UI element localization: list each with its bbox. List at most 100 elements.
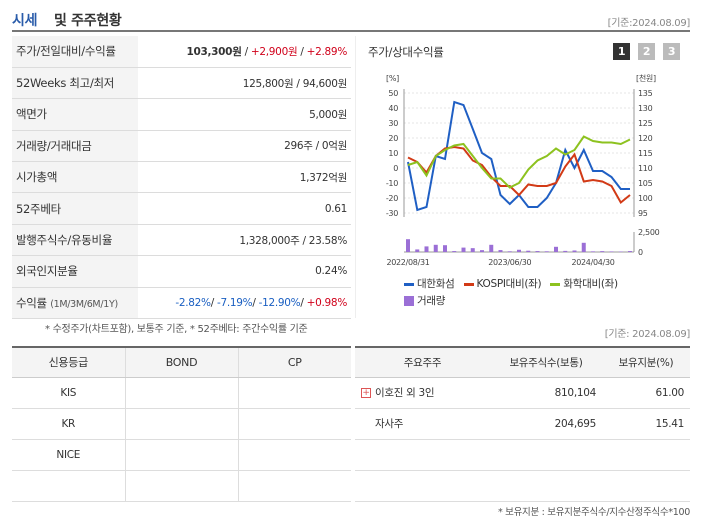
volume-bar: [544, 251, 549, 252]
agency-cell: KR: [12, 408, 126, 440]
volume-bar: [563, 250, 568, 252]
holder-shares: 204,695: [490, 408, 602, 440]
table-row: [355, 470, 690, 502]
volume-bar: [581, 242, 586, 252]
quote-value: 1,328,000주 / 23.58%: [239, 234, 347, 247]
table-row: [12, 470, 351, 502]
quote-label: 시가총액: [12, 161, 138, 193]
holder-name: 자사주: [355, 408, 490, 440]
volume-bar: [470, 248, 475, 252]
volume-bar: [480, 250, 484, 252]
left-tick-label: -10: [386, 179, 398, 188]
column-header: 주요주주: [355, 347, 490, 378]
quote-row: 액면가 5,000원: [12, 98, 351, 131]
right-tick-label: 125: [638, 119, 653, 128]
quote-row: 52Weeks 최고/최저 125,800원 / 94,600원: [12, 67, 351, 99]
price-change: +2,900원: [250, 45, 298, 58]
quote-row: 주가/전일대비/수익률 103,300원 / +2,900원 / +2.89%: [12, 36, 351, 68]
section-title-main: 시세: [12, 13, 38, 29]
expand-icon[interactable]: +: [361, 388, 371, 398]
credit-rating-table: 신용등급 BOND CP KIS KR NICE: [12, 346, 351, 502]
quote-value: 0.24%: [315, 265, 347, 278]
reference-date-2: [기준: 2024.08.09]: [604, 329, 691, 340]
major-shareholders-table: 주요주주 보유주식수(보통) 보유지분(%) + 이호진 외 3인 810,104…: [355, 346, 690, 502]
legend-label: 거래량: [417, 295, 446, 307]
series-line-KOSPI대비(좌): [407, 145, 631, 205]
right-tick-label: 105: [638, 179, 653, 188]
volume-bar: [489, 244, 494, 252]
volume-bar: [572, 250, 577, 252]
left-tick-label: -30: [386, 209, 398, 218]
holder-name: [355, 439, 490, 471]
table-row: KIS: [12, 377, 351, 409]
chart-tab-1[interactable]: 1: [613, 43, 630, 60]
x-tick-label: 2024/04/30: [571, 258, 614, 267]
volume-bar: [591, 251, 595, 252]
holder-pct: 15.41: [602, 408, 690, 440]
quote-label: 거래량/거래대금: [12, 130, 138, 162]
quote-label: 외국인지분율: [12, 255, 138, 288]
volume-tick-label: 2,500: [638, 228, 660, 237]
volume-bar: [452, 251, 457, 252]
holder-pct: 61.00: [602, 377, 690, 409]
left-tick-label: 0: [393, 164, 398, 173]
bond-cell: [125, 377, 239, 409]
quote-label: 52주베타: [12, 192, 138, 225]
right-tick-label: 115: [638, 149, 653, 158]
quote-label: 액면가: [12, 98, 138, 131]
quote-label: 52Weeks 최고/최저: [12, 67, 138, 99]
chart-tab-3[interactable]: 3: [663, 43, 680, 60]
holder-pct: [602, 439, 690, 471]
volume-bar: [628, 251, 632, 252]
return-1y: +0.98%: [306, 296, 348, 309]
volume-bar: [461, 247, 466, 252]
quote-value: 1,372억원: [299, 171, 348, 184]
volume-bar: [554, 246, 558, 252]
reference-date: [기준:2024.08.09]: [607, 18, 691, 29]
legend-label: KOSPI대비(좌): [476, 278, 542, 290]
legend-swatch: [463, 282, 474, 286]
table-row: NICE: [12, 439, 351, 471]
quote-value: 5,000원: [309, 108, 347, 121]
returns-label: 수익률: [16, 295, 47, 310]
quote-label: 주가/전일대비/수익률: [12, 36, 138, 68]
return-3m: -7.19%: [216, 296, 253, 309]
agency-cell: [12, 470, 126, 502]
quote-row: 52주베타 0.61: [12, 192, 351, 225]
left-tick-label: 30: [388, 119, 398, 128]
chart-legend: 대한화섬 KOSPI대비(좌) 화학대비(좌) 거래량: [404, 276, 624, 308]
volume-bar: [535, 251, 540, 252]
left-axis-unit: [%]: [386, 74, 399, 83]
quote-footnote: * 수정주가(차트포함), 보통주 기준, * 52주베타: 주간수익률 기준: [45, 324, 308, 335]
returns-values: -2.82%/ -7.19%/ -12.90%/ +0.98%: [175, 296, 348, 309]
right-tick-label: 130: [638, 104, 653, 113]
legend-swatch: [404, 282, 414, 286]
quote-value: 0.61: [324, 202, 347, 215]
volume-bar: [498, 250, 503, 252]
chart-tab-2[interactable]: 2: [638, 43, 655, 60]
legend-swatch: [550, 282, 561, 286]
quote-row: 외국인지분율 0.24%: [12, 255, 351, 288]
returns-periods: (1M/3M/6M/1Y): [50, 298, 118, 310]
column-header: 신용등급: [12, 347, 126, 378]
current-price: 103,300원: [186, 45, 242, 58]
holder-name-cell: + 이호진 외 3인: [355, 377, 490, 409]
volume-bar: [424, 246, 429, 252]
quote-label: 수익률 (1M/3M/6M/1Y): [12, 287, 138, 319]
cp-cell: [238, 439, 351, 471]
cp-cell: [238, 408, 351, 440]
section-header: 시세 및 주주현황 [기준:2024.08.09]: [12, 8, 690, 32]
agency-cell: NICE: [12, 439, 126, 471]
volume-bar: [600, 251, 605, 252]
quote-row: 시가총액 1,372억원: [12, 161, 351, 193]
right-axis-unit: [천원]: [636, 73, 656, 83]
table-row: [355, 439, 690, 471]
quote-value: 125,800원 / 94,600원: [242, 77, 348, 90]
table-header-row: 주요주주 보유주식수(보통) 보유지분(%): [355, 347, 690, 378]
volume-bar: [609, 251, 614, 252]
section-title-rest: 및 주주현황: [54, 13, 122, 29]
column-header: CP: [238, 347, 351, 378]
right-tick-label: 110: [638, 164, 653, 173]
bond-cell: [125, 439, 239, 471]
volume-tick-label: 0: [638, 248, 643, 257]
